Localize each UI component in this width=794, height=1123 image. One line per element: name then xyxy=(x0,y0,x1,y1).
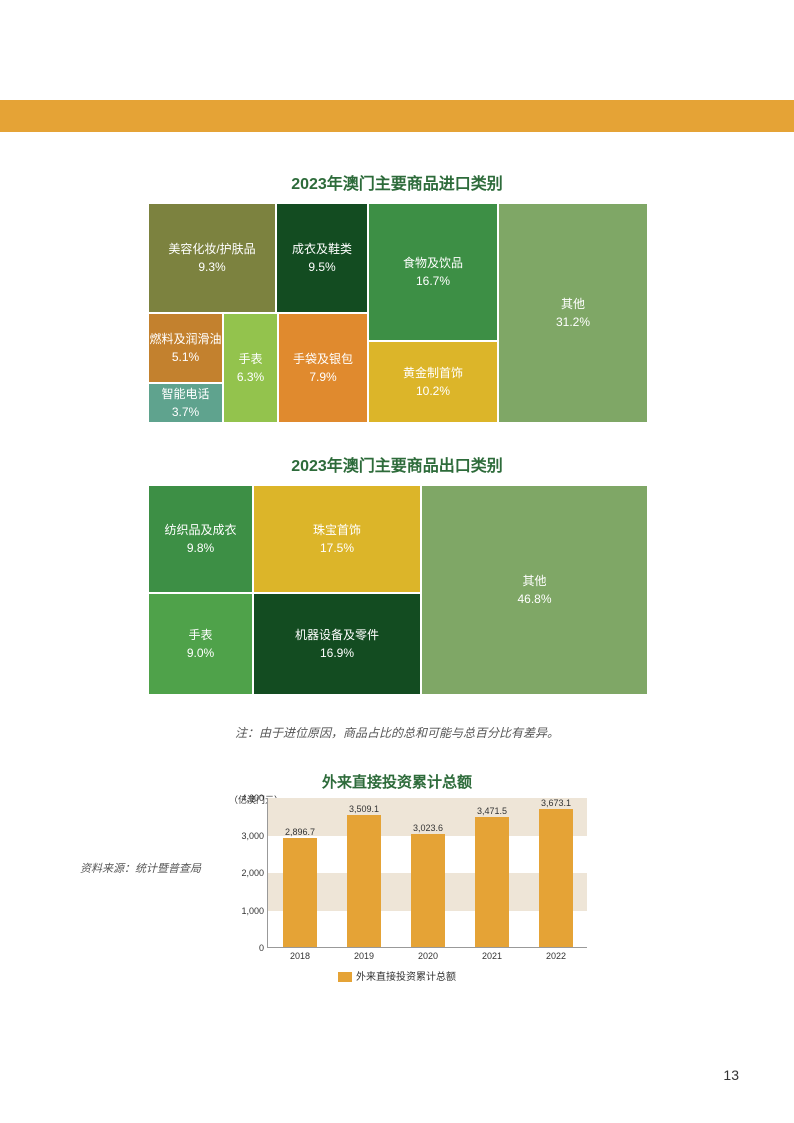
header-bar xyxy=(0,100,794,132)
treemap-cell-pct: 16.7% xyxy=(416,273,450,289)
bar-value-label: 3,673.1 xyxy=(531,798,581,808)
bar-xtick: 2021 xyxy=(467,951,517,961)
bar xyxy=(411,834,445,947)
treemap-cell: 手袋及银包 7.9% xyxy=(278,313,368,423)
treemap-cell: 燃料及润滑油 5.1% xyxy=(148,313,223,383)
treemap-cell: 手表 6.3% xyxy=(223,313,278,423)
treemap-cell-pct: 46.8% xyxy=(517,591,551,607)
treemap-cell-label: 智能电话 xyxy=(161,386,209,402)
page-number: 13 xyxy=(723,1067,739,1083)
treemap-cell: 成衣及鞋类 9.5% xyxy=(276,203,368,313)
bar-ytick: 1,000 xyxy=(230,906,264,916)
imports-treemap: 美容化妆/护肤品 9.3% 成衣及鞋类 9.5% 食物及饮品 16.7% 其他 31.2% 燃料… xyxy=(147,202,647,422)
treemap-cell-pct: 9.3% xyxy=(198,259,225,275)
treemap-cell-label: 机器设备及零件 xyxy=(295,627,379,643)
treemap-cell-label: 手袋及银包 xyxy=(293,351,353,367)
bar-legend: 外来直接投资累计总额 xyxy=(227,968,567,983)
bar-xtick: 2019 xyxy=(339,951,389,961)
bar-ytick: 2,000 xyxy=(230,868,264,878)
treemap-cell: 黄金制首饰 10.2% xyxy=(368,341,498,423)
treemap-cell-pct: 9.8% xyxy=(187,540,214,556)
treemap-cell-label: 其他 xyxy=(561,296,585,312)
legend-swatch xyxy=(338,972,352,982)
treemap-cell-label: 燃料及润滑油 xyxy=(149,331,221,347)
treemap-cell-pct: 7.9% xyxy=(309,369,336,385)
treemap-cell: 其他 31.2% xyxy=(498,203,648,423)
bar-xtick: 2018 xyxy=(275,951,325,961)
treemap-cell-label: 纺织品及成衣 xyxy=(164,522,236,538)
treemap-cell: 珠宝首饰 17.5% xyxy=(253,485,421,593)
treemap-cell-label: 食物及饮品 xyxy=(403,255,463,271)
treemap-cell-pct: 17.5% xyxy=(320,540,354,556)
treemap-cell-pct: 16.9% xyxy=(320,645,354,661)
treemap-cell-pct: 9.0% xyxy=(187,645,214,661)
bar-value-label: 3,471.5 xyxy=(467,806,517,816)
treemap-cell: 食物及饮品 16.7% xyxy=(368,203,498,341)
treemap-cell: 手表 9.0% xyxy=(148,593,253,695)
bar-chart-title: 外来直接投资累计总额 xyxy=(227,771,567,792)
bar xyxy=(539,809,573,947)
exports-chart-title: 2023年澳门主要商品出口类别 xyxy=(0,452,794,476)
treemap-cell-pct: 5.1% xyxy=(172,349,199,365)
treemap-cell: 智能电话 3.7% xyxy=(148,383,223,423)
treemap-cell: 机器设备及零件 16.9% xyxy=(253,593,421,695)
exports-treemap: 纺织品及成衣 9.8% 珠宝首饰 17.5% 其他 46.8% 手表 9.0% 机器设备及零件 1… xyxy=(147,484,647,694)
treemap-cell-pct: 10.2% xyxy=(416,383,450,399)
treemap-cell: 纺织品及成衣 9.8% xyxy=(148,485,253,593)
bar-value-label: 3,023.6 xyxy=(403,823,453,833)
bar-xtick: 2020 xyxy=(403,951,453,961)
bar-xtick: 2022 xyxy=(531,951,581,961)
bar xyxy=(475,817,509,947)
treemap-cell-label: 黄金制首饰 xyxy=(403,365,463,381)
bar-plot-area: 01,0002,0003,0004,0002,896.720183,509.12… xyxy=(267,798,587,948)
treemap-cell-pct: 6.3% xyxy=(237,369,264,385)
imports-chart-title: 2023年澳门主要商品进口类别 xyxy=(0,170,794,194)
bar-value-label: 3,509.1 xyxy=(339,804,389,814)
treemap-cell-pct: 3.7% xyxy=(172,404,199,420)
treemap-cell-label: 成衣及鞋类 xyxy=(292,241,352,257)
treemap-cell-pct: 31.2% xyxy=(556,314,590,330)
bar-ytick: 3,000 xyxy=(230,831,264,841)
bar-value-label: 2,896.7 xyxy=(275,827,325,837)
treemap-cell-label: 手表 xyxy=(238,351,262,367)
bar-ytick: 0 xyxy=(230,943,264,953)
fdi-bar-chart: 外来直接投资累计总额 （亿澳门元） 01,0002,0003,0004,0002… xyxy=(227,771,567,983)
treemap-cell: 美容化妆/护肤品 9.3% xyxy=(148,203,276,313)
treemap-cell: 其他 46.8% xyxy=(421,485,648,695)
treemap-cell-label: 美容化妆/护肤品 xyxy=(168,241,255,257)
treemap-cell-label: 其他 xyxy=(522,573,546,589)
treemap-cell-pct: 9.5% xyxy=(308,259,335,275)
bar-ytick: 4,000 xyxy=(230,793,264,803)
source-note: 资料来源：统计暨普查局 xyxy=(80,860,201,876)
treemap-cell-label: 珠宝首饰 xyxy=(313,522,361,538)
treemap-cell-label: 手表 xyxy=(188,627,212,643)
bar xyxy=(347,815,381,947)
bar xyxy=(283,838,317,947)
legend-label: 外来直接投资累计总额 xyxy=(356,972,456,983)
exports-note: 注：由于进位原因，商品占比的总和可能与总百分比有差异。 xyxy=(0,724,794,741)
